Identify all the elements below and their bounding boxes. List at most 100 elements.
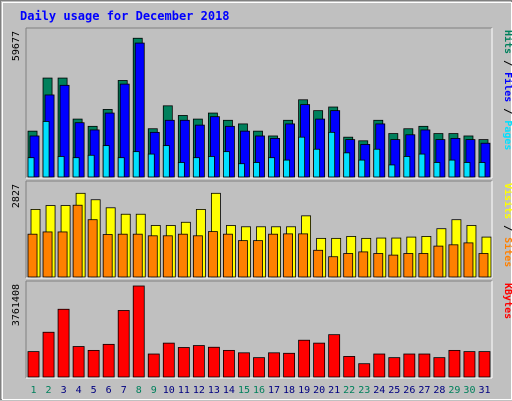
bar-pages-2 <box>42 121 50 178</box>
bar-kbytes-1-fill <box>27 351 40 378</box>
bar-kbytes-6-fill <box>102 343 115 378</box>
day-label-6: 6 <box>106 385 112 396</box>
bar-files-13 <box>209 116 220 178</box>
bar-pages-1 <box>27 157 35 178</box>
bar-pages-5-fill <box>87 154 95 178</box>
day-label-28: 28 <box>433 385 445 396</box>
bar-kbytes-1 <box>27 351 40 378</box>
bar-kbytes-3-fill <box>57 308 70 378</box>
bar-files-31 <box>480 142 491 178</box>
bar-sites-21-fill <box>328 256 339 278</box>
bar-sites-8 <box>132 233 143 278</box>
bar-files-27 <box>420 129 431 178</box>
day-label-30: 30 <box>463 385 475 396</box>
bar-pages-10-fill <box>162 145 170 178</box>
bar-kbytes-30 <box>463 351 476 378</box>
panel-top-legend-sep: / <box>502 102 512 120</box>
bar-kbytes-31 <box>478 351 491 378</box>
bar-kbytes-9-fill <box>147 353 160 378</box>
panel-middle-legend-sites: Sites <box>502 237 512 267</box>
day-label-17: 17 <box>268 385 280 396</box>
bar-sites-29-fill <box>448 244 459 278</box>
bar-sites-10 <box>162 235 173 278</box>
bar-sites-6-fill <box>102 234 113 278</box>
bar-sites-4-fill <box>72 204 83 278</box>
bar-sites-19 <box>298 233 309 278</box>
bar-kbytes-21-fill <box>328 334 341 378</box>
bar-sites-15-fill <box>238 240 248 278</box>
day-label-8: 8 <box>136 385 142 396</box>
bar-sites-9-fill <box>147 235 158 278</box>
bar-kbytes-31-fill <box>478 351 491 378</box>
bar-sites-23 <box>358 251 369 278</box>
bar-pages-8-fill <box>132 151 140 178</box>
bar-sites-1-fill <box>27 233 38 278</box>
bar-pages-17-fill <box>268 157 275 178</box>
bar-pages-6 <box>102 145 110 178</box>
bar-pages-18 <box>283 159 290 178</box>
bar-sites-6 <box>102 234 113 278</box>
bar-kbytes-19-fill <box>298 339 311 378</box>
bar-kbytes-27 <box>418 353 431 378</box>
bar-kbytes-15 <box>238 352 250 378</box>
bar-files-12-fill <box>194 124 205 178</box>
bar-kbytes-16 <box>253 357 265 378</box>
bar-sites-1 <box>27 233 38 278</box>
bar-pages-31 <box>478 162 486 178</box>
bar-pages-13-fill <box>207 156 215 178</box>
bar-kbytes-20 <box>313 342 326 378</box>
day-label-15: 15 <box>238 385 250 396</box>
bar-sites-27-fill <box>418 253 429 278</box>
bar-sites-20 <box>313 249 324 278</box>
bar-kbytes-20-fill <box>313 342 326 378</box>
panel-top-max-label: 59677 <box>11 31 22 61</box>
bar-sites-23-fill <box>358 251 369 278</box>
day-label-4: 4 <box>76 385 82 396</box>
day-label-22: 22 <box>343 385 355 396</box>
bar-kbytes-8-fill <box>132 285 145 378</box>
bar-pages-21-fill <box>328 131 336 178</box>
bar-kbytes-24 <box>373 353 386 378</box>
bar-sites-7 <box>117 233 128 278</box>
bar-kbytes-24-fill <box>373 353 386 378</box>
bar-kbytes-11 <box>177 347 190 378</box>
bar-sites-17 <box>268 233 278 278</box>
bar-sites-31 <box>478 253 489 278</box>
bar-sites-8-fill <box>132 233 143 278</box>
bar-pages-9 <box>147 153 155 178</box>
bar-sites-2 <box>42 231 53 278</box>
panel-top-legend-sep: / <box>502 54 512 72</box>
bar-kbytes-17-fill <box>268 352 280 378</box>
bar-pages-12-fill <box>192 157 200 178</box>
day-label-18: 18 <box>283 385 295 396</box>
bar-pages-11 <box>177 162 185 178</box>
day-label-16: 16 <box>253 385 265 396</box>
bar-sites-21 <box>328 256 339 278</box>
day-label-5: 5 <box>91 385 97 396</box>
bar-pages-7-fill <box>117 157 125 178</box>
panel-top-legend-pages: Pages <box>502 120 512 150</box>
bar-pages-28-fill <box>433 162 441 178</box>
bar-pages-30-fill <box>463 162 471 178</box>
bar-kbytes-12-fill <box>192 345 205 378</box>
bar-sites-13 <box>207 231 218 278</box>
bar-files-29 <box>450 137 461 178</box>
bar-pages-14-fill <box>223 151 230 178</box>
bar-sites-3-fill <box>57 231 68 278</box>
bar-pages-23 <box>358 159 366 178</box>
bar-pages-23-fill <box>358 159 366 178</box>
bar-files-5-fill <box>89 129 100 178</box>
bar-sites-12 <box>192 235 203 278</box>
bar-files-25 <box>390 139 401 178</box>
bar-kbytes-22 <box>343 356 356 378</box>
day-label-23: 23 <box>358 385 370 396</box>
bar-kbytes-29 <box>448 349 461 378</box>
bar-pages-18-fill <box>283 159 290 178</box>
bar-kbytes-30-fill <box>463 351 476 378</box>
bar-kbytes-10-fill <box>162 342 175 378</box>
day-label-2: 2 <box>46 385 52 396</box>
bar-pages-22 <box>343 152 351 178</box>
bar-kbytes-4 <box>72 346 85 378</box>
bar-files-30 <box>465 139 476 178</box>
bar-pages-31-fill <box>478 162 486 178</box>
